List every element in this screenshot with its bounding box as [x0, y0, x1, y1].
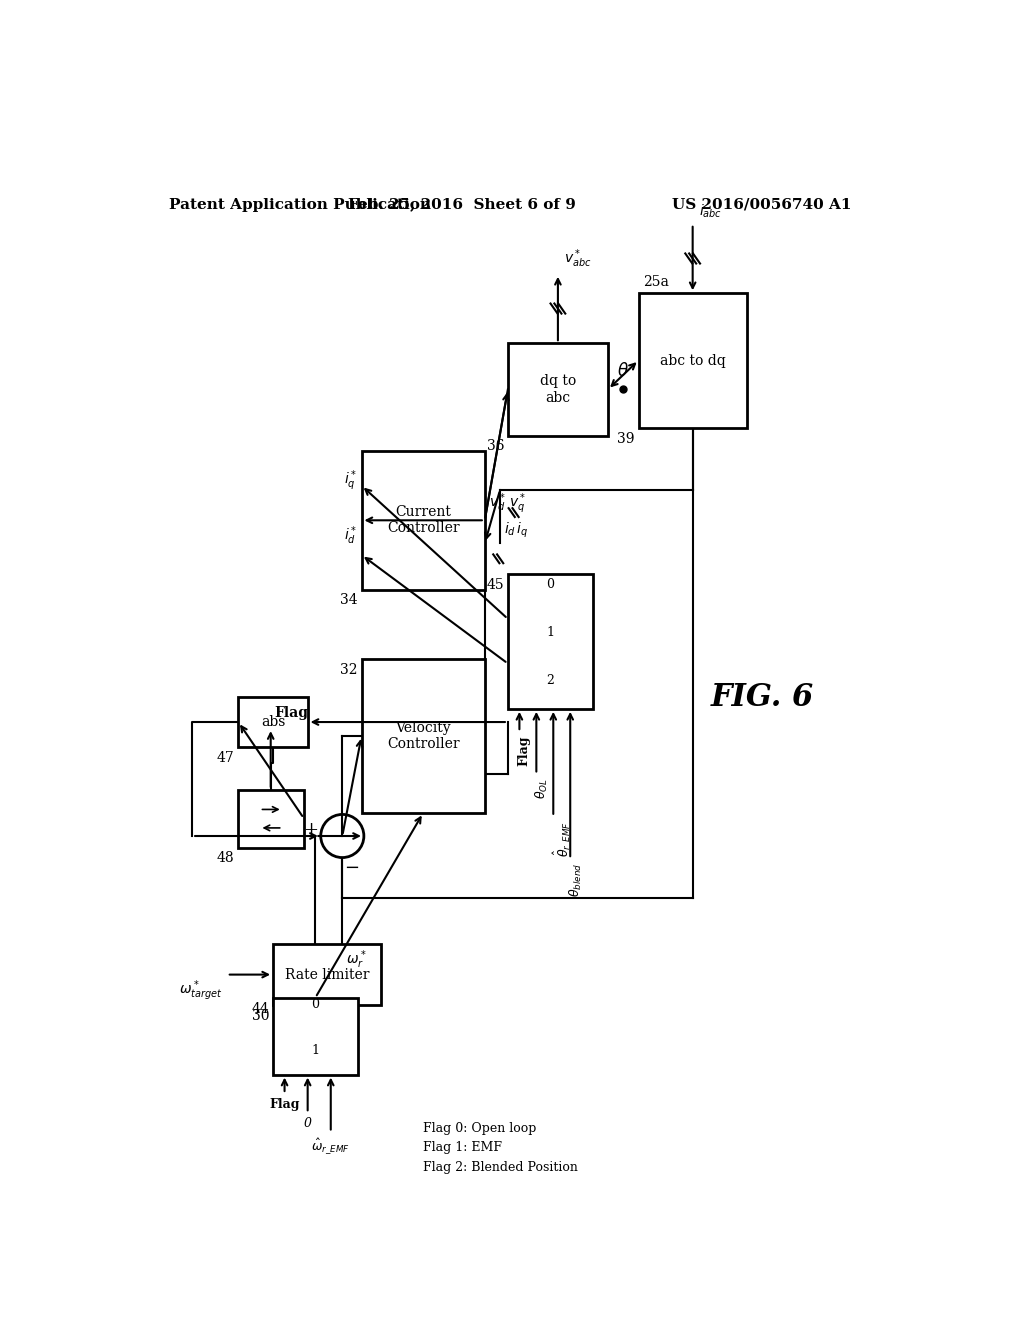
Text: 0: 0: [546, 578, 554, 591]
Text: $\hat{\omega}_{r\_EMF}$: $\hat{\omega}_{r\_EMF}$: [311, 1137, 350, 1156]
Text: 45: 45: [486, 578, 504, 593]
Text: Rate limiter: Rate limiter: [285, 968, 370, 982]
Text: Flag 0: Open loop: Flag 0: Open loop: [423, 1122, 537, 1135]
Text: Flag: Flag: [269, 1098, 300, 1111]
Text: $\theta_{blend}$: $\theta_{blend}$: [568, 863, 584, 898]
Bar: [273, 944, 381, 1006]
Text: $\omega^*_{target}$: $\omega^*_{target}$: [179, 978, 223, 1003]
Text: 2: 2: [546, 675, 554, 688]
Bar: [361, 659, 484, 813]
Text: $i^*_d$: $i^*_d$: [344, 524, 357, 546]
Text: $\theta_{OL}$: $\theta_{OL}$: [535, 779, 550, 799]
Text: 0: 0: [304, 1117, 311, 1130]
Text: Flag 2: Blended Position: Flag 2: Blended Position: [423, 1160, 578, 1173]
Text: Flag 1: EMF: Flag 1: EMF: [423, 1142, 502, 1155]
Text: dq to
abc: dq to abc: [540, 375, 577, 404]
Text: Patent Application Publication: Patent Application Publication: [169, 198, 431, 211]
Text: Flag: Flag: [274, 706, 308, 721]
Text: 0: 0: [311, 998, 319, 1011]
Text: FIG. 6: FIG. 6: [711, 682, 814, 713]
Text: 34: 34: [340, 594, 357, 607]
Text: $i_{abc}$: $i_{abc}$: [698, 202, 722, 220]
Text: $v^*_d\, v^*_q$: $v^*_d\, v^*_q$: [488, 492, 526, 516]
Text: Current
Controller: Current Controller: [387, 506, 460, 536]
Text: 25a: 25a: [643, 276, 669, 289]
Text: 32: 32: [340, 663, 357, 677]
Bar: [508, 343, 608, 436]
Text: +: +: [303, 821, 318, 838]
Text: Velocity
Controller: Velocity Controller: [387, 721, 460, 751]
Bar: [361, 451, 484, 590]
Text: $i^*_q$: $i^*_q$: [344, 469, 357, 494]
Text: $v^*_{abc}$: $v^*_{abc}$: [564, 247, 592, 271]
Bar: [239, 697, 307, 747]
Text: 44: 44: [252, 1002, 269, 1015]
Text: abs: abs: [261, 715, 286, 730]
Bar: [239, 789, 304, 847]
Text: 36: 36: [486, 440, 504, 454]
Text: US 2016/0056740 A1: US 2016/0056740 A1: [672, 198, 852, 211]
Text: Flag: Flag: [517, 737, 530, 767]
Text: 39: 39: [617, 432, 635, 446]
Text: $\theta$: $\theta$: [617, 362, 630, 380]
Text: 1: 1: [311, 1044, 319, 1057]
Text: 30: 30: [252, 1010, 269, 1023]
Text: 47: 47: [217, 751, 234, 766]
Text: 1: 1: [546, 626, 554, 639]
Text: 48: 48: [217, 851, 234, 866]
Text: abc to dq: abc to dq: [659, 354, 726, 367]
Text: −: −: [345, 859, 359, 876]
Bar: [639, 293, 746, 428]
Text: $\hat{\theta}_{r\_EMF}$: $\hat{\theta}_{r\_EMF}$: [551, 821, 573, 857]
Text: $i_d\, i_q$: $i_d\, i_q$: [504, 520, 528, 540]
Text: Feb. 25, 2016  Sheet 6 of 9: Feb. 25, 2016 Sheet 6 of 9: [348, 198, 575, 211]
Text: $\omega^*_r$: $\omega^*_r$: [346, 948, 367, 970]
Bar: [273, 998, 357, 1074]
Bar: [508, 574, 593, 709]
